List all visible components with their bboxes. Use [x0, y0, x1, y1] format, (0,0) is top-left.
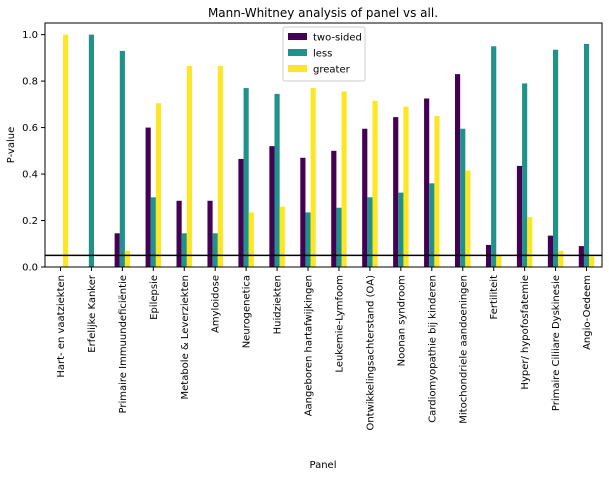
y-tick-label: 0.6: [22, 123, 38, 134]
x-tick-label: Erfelijke Kanker: [87, 274, 98, 353]
bar-greater-10: [372, 100, 378, 267]
x-tick-label: Amyloidose: [211, 275, 222, 333]
legend-label-less: less: [313, 49, 332, 60]
bar-less-4: [181, 233, 187, 267]
x-tick-label: Hart- en vaatziekten: [56, 275, 67, 378]
bar-two-sided-12: [424, 98, 430, 268]
legend-swatch-less: [288, 49, 307, 56]
bar-less-9: [336, 207, 342, 267]
bar-two-sided-10: [362, 128, 368, 267]
bar-less-11: [398, 192, 404, 267]
y-tick-label: 0.2: [22, 216, 38, 227]
bar-less-13: [460, 128, 466, 267]
x-tick-label: Mitochondriele aandoeningen: [458, 275, 469, 424]
x-tick-label: Primaire Ciliiare Dyskinesie: [551, 275, 562, 411]
x-tick-label: Neurogenetica: [242, 275, 253, 348]
x-tick-label: Aangeboren hartafwijkingen: [304, 275, 315, 416]
bar-greater-5: [217, 65, 223, 268]
bar-two-sided-8: [300, 157, 306, 267]
bar-two-sided-15: [516, 165, 523, 267]
bar-greater-2: [124, 250, 131, 267]
x-tick-label: Epilepsie: [149, 275, 160, 320]
bar-two-sided-11: [393, 117, 399, 267]
bar-two-sided-13: [455, 74, 461, 268]
bars-layer: [63, 34, 595, 268]
x-tick-label: Leukemie-Lymfoom: [334, 275, 345, 373]
bar-two-sided-9: [331, 150, 337, 267]
bar-greater-15: [527, 217, 533, 267]
y-tick-label: 1.0: [22, 30, 38, 41]
y-axis-label: P-value: [6, 127, 17, 163]
chart-title: Mann-Whitney analysis of panel vs all.: [208, 6, 438, 20]
bar-two-sided-6: [238, 158, 244, 267]
bar-less-1: [88, 34, 94, 268]
y-tick-label: 0.8: [22, 77, 38, 88]
bar-greater-8: [310, 88, 316, 267]
y-tick-label: 0.4: [22, 170, 38, 181]
bar-two-sided-3: [145, 127, 151, 267]
bar-less-5: [212, 233, 218, 267]
bar-two-sided-17: [578, 246, 584, 267]
bar-greater-16: [558, 250, 564, 267]
bar-greater-17: [589, 256, 595, 267]
x-tick-label: Huidziekten: [273, 275, 284, 334]
bar-greater-11: [403, 106, 409, 267]
bar-greater-14: [496, 255, 502, 267]
bar-two-sided-16: [547, 235, 554, 267]
bar-less-16: [553, 49, 559, 267]
bar-less-10: [367, 197, 373, 267]
x-tick-label: Primaire Immuundeficiëntie: [118, 275, 129, 413]
bar-less-15: [522, 83, 528, 267]
bar-less-2: [119, 50, 125, 267]
bar-two-sided-2: [114, 233, 120, 267]
bar-greater-9: [341, 91, 347, 267]
bar-less-12: [429, 183, 435, 267]
x-tick-label: Ontwikkelingsachterstand (OA): [365, 275, 376, 431]
legend-swatch-greater: [288, 65, 307, 72]
bar-less-8: [305, 212, 311, 267]
y-tick-label: 0.0: [22, 263, 38, 274]
plot-frame: [44, 22, 603, 268]
bar-greater-0: [63, 34, 69, 268]
bar-two-sided-4: [176, 200, 182, 267]
legend-swatch-two-sided: [288, 33, 307, 40]
bar-greater-13: [465, 170, 471, 267]
legend-label-greater: greater: [313, 65, 351, 76]
bar-two-sided-5: [207, 200, 213, 267]
x-tick-label: Noonan syndroom: [396, 275, 407, 366]
bar-less-3: [150, 197, 156, 267]
bar-less-14: [491, 46, 497, 267]
bar-less-17: [583, 43, 590, 267]
bar-greater-3: [155, 103, 162, 267]
axes-layer: 0.0 0.2 0.4 0.6 0.8 1.0 Hart- en vaatziekten Er…: [22, 22, 603, 431]
legend-label-two-sided: two-sided: [313, 33, 362, 44]
bar-two-sided-7: [269, 146, 275, 267]
x-tick-label: Hyper/ hypofosfatemie: [520, 275, 531, 390]
legend: two-sided less greater: [282, 26, 366, 82]
x-tick-label: Cardiomyopathie bij kinderen: [427, 275, 438, 423]
x-tick-label: Fertiliteit: [489, 275, 500, 320]
x-tick-label: Angio-Oedeem: [582, 275, 593, 350]
bar-less-6: [243, 88, 249, 267]
bar-greater-12: [434, 115, 440, 267]
bar-less-7: [274, 93, 280, 267]
bar-greater-4: [186, 65, 192, 268]
bar-greater-6: [248, 212, 254, 267]
bar-greater-7: [279, 206, 285, 267]
x-tick-label: Metabole & Leverziekten: [180, 275, 191, 400]
x-axis-label: Panel: [310, 460, 337, 471]
